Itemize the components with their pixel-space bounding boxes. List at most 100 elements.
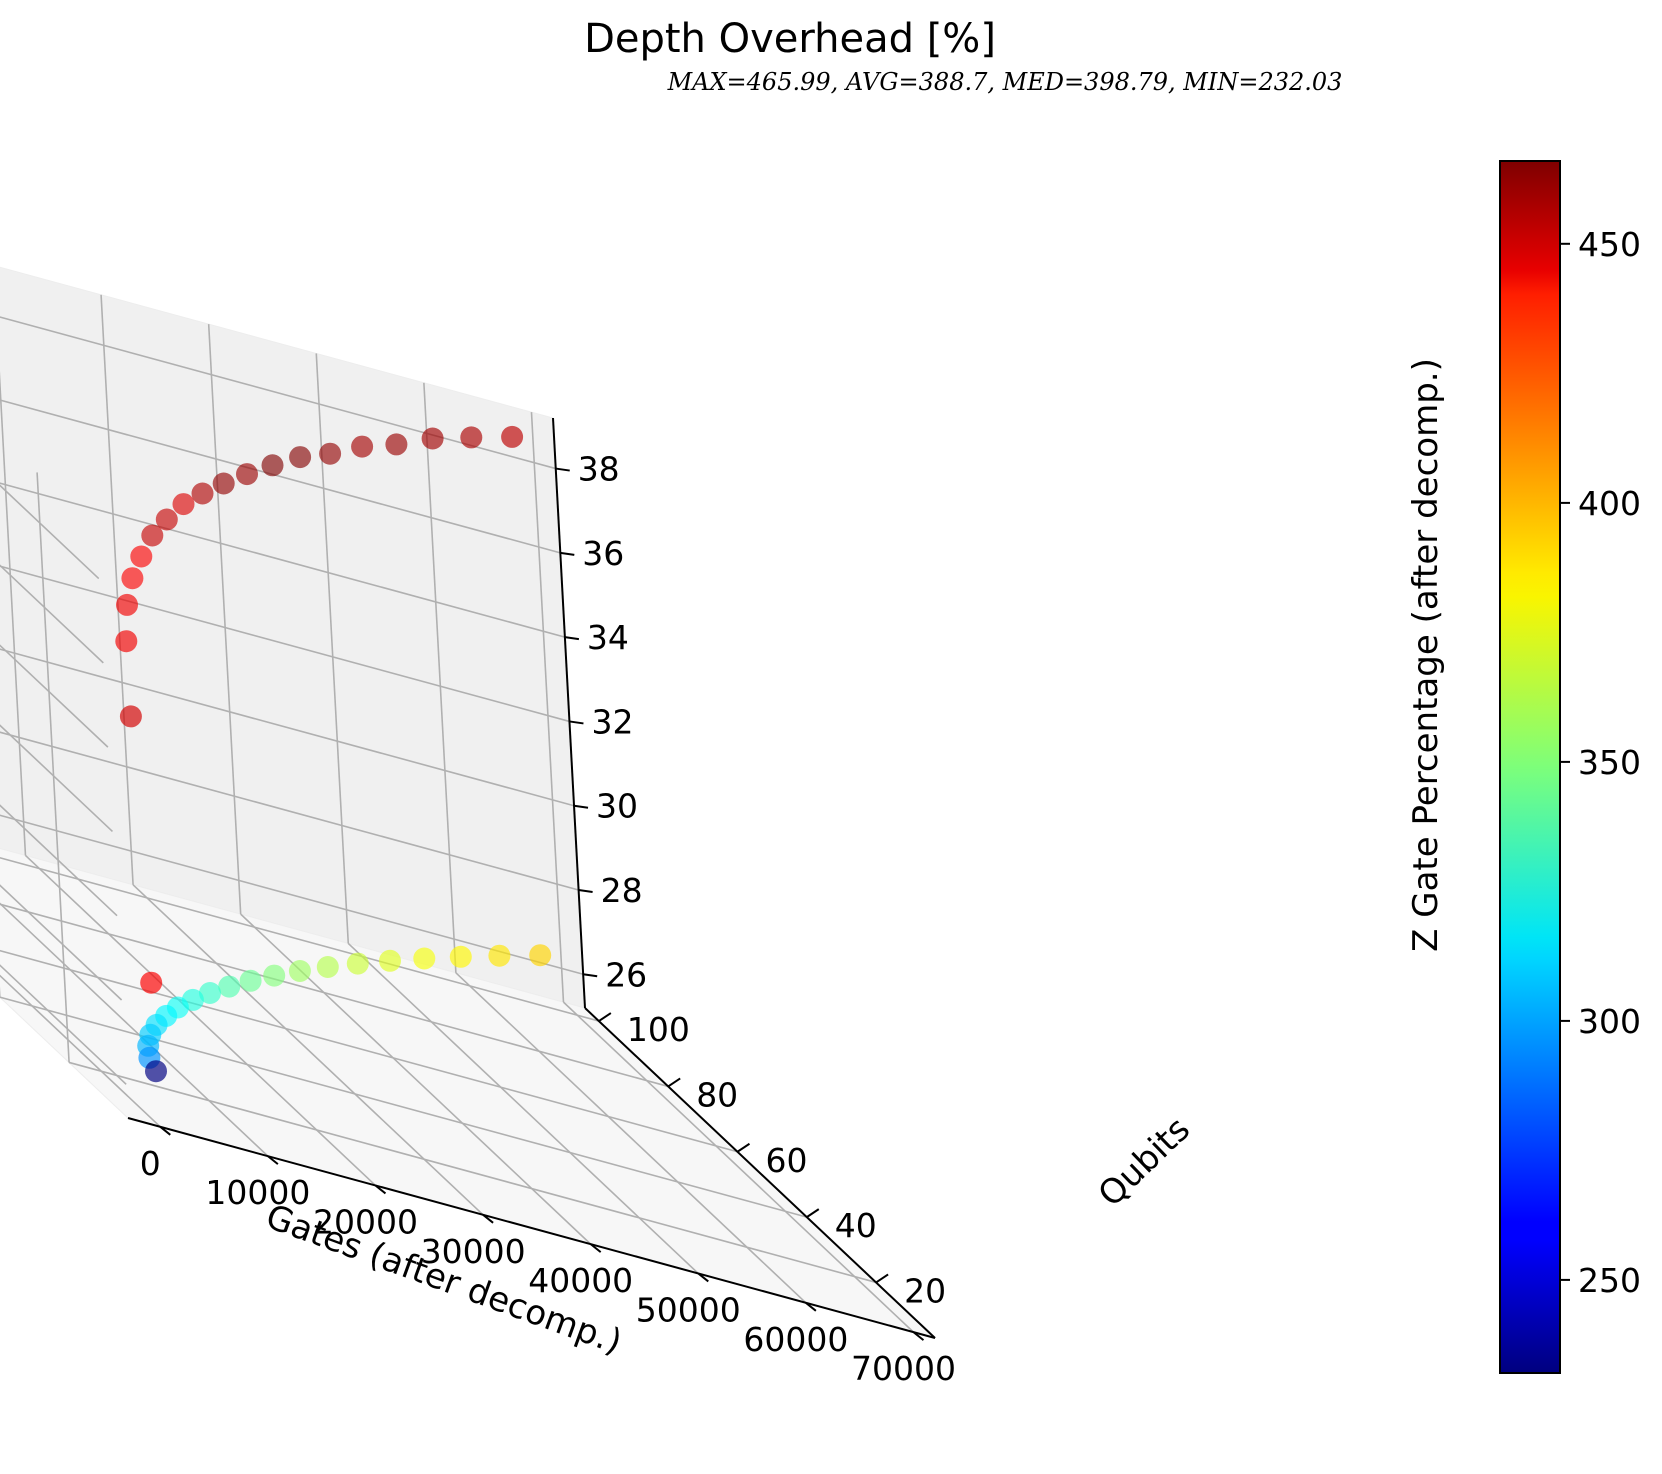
z-tick-mark xyxy=(583,973,598,978)
z-tick-mark xyxy=(555,467,570,472)
data-point xyxy=(449,945,472,968)
x-tick-mark xyxy=(590,1243,602,1253)
x-tick-label: 50000 xyxy=(636,1291,741,1330)
data-point xyxy=(172,493,195,516)
data-point xyxy=(236,463,258,486)
data-point xyxy=(145,1060,167,1083)
y-axis-label: Qubits xyxy=(1091,1109,1198,1214)
gridline xyxy=(207,324,242,915)
y-tick-mark xyxy=(667,1077,681,1088)
data-point xyxy=(261,454,284,477)
z-tick-label: 28 xyxy=(601,871,643,910)
data-point xyxy=(130,545,153,568)
y-tick-label: 80 xyxy=(696,1075,738,1114)
gridline xyxy=(0,316,556,470)
x-tick-label: 70000 xyxy=(851,1349,956,1388)
z-tick-mark xyxy=(573,804,589,809)
colorbar-tick-label: 300 xyxy=(1578,1002,1641,1041)
data-point xyxy=(121,567,144,590)
data-point xyxy=(413,947,436,970)
gridline xyxy=(423,382,457,973)
data-point xyxy=(319,442,342,465)
gridline xyxy=(0,648,575,807)
x-tick-mark xyxy=(805,1302,817,1312)
colorbar-tick-label: 250 xyxy=(1578,1261,1641,1300)
data-point xyxy=(199,982,221,1004)
x-tick-label: 10000 xyxy=(205,1173,310,1212)
gridline xyxy=(0,964,127,1085)
gridline xyxy=(0,996,807,1218)
z-tick-label: 32 xyxy=(592,702,634,741)
gridline xyxy=(0,565,570,723)
data-point xyxy=(191,482,214,505)
x-tick-label: 20000 xyxy=(313,1203,418,1242)
chart-title: Depth Overhead [%] xyxy=(584,16,996,62)
data-point xyxy=(288,960,311,982)
gridline xyxy=(0,724,114,833)
x-tick-mark xyxy=(697,1272,709,1283)
y-tick-label: 60 xyxy=(766,1141,808,1180)
data-point xyxy=(218,975,241,998)
gridline xyxy=(0,564,104,664)
gridline xyxy=(530,412,565,1003)
x-tick-label: 30000 xyxy=(421,1232,526,1271)
z-tick-mark xyxy=(560,551,575,556)
x-axis-line xyxy=(127,1117,936,1339)
y-tick-mark xyxy=(875,1273,889,1284)
data-point xyxy=(379,949,401,972)
z-axis-label: Z Gate Percentage (after decomp.) xyxy=(1406,358,1446,952)
colorbar-tick-label: 350 xyxy=(1578,743,1641,782)
data-point xyxy=(529,944,552,967)
y-tick-mark xyxy=(736,1142,751,1153)
z-tick-mark xyxy=(564,636,580,641)
colorbar-tick-label: 400 xyxy=(1578,484,1641,523)
gridline xyxy=(0,884,123,1001)
z-tick-label: 34 xyxy=(587,618,629,657)
colorbar-tick-label: 450 xyxy=(1578,225,1641,264)
data-point xyxy=(115,630,138,653)
y-tick-mark xyxy=(806,1208,820,1218)
data-point xyxy=(421,427,444,450)
x-tick-mark xyxy=(159,1126,171,1136)
gridline xyxy=(0,484,100,580)
gridline xyxy=(36,472,70,1063)
data-point xyxy=(385,433,408,456)
gridline xyxy=(0,644,109,748)
x-tick-mark xyxy=(374,1184,387,1195)
x-tick-label: 60000 xyxy=(743,1320,848,1359)
data-point xyxy=(119,705,142,728)
z-tick-label: 26 xyxy=(605,955,647,994)
gridline xyxy=(0,814,584,976)
data-point xyxy=(263,964,286,987)
data-point xyxy=(141,524,164,547)
data-point xyxy=(351,435,374,458)
data-point xyxy=(460,426,483,449)
y-tick-mark xyxy=(598,1012,612,1022)
data-point xyxy=(289,446,312,469)
gridline xyxy=(0,804,118,917)
gridline xyxy=(100,294,134,885)
gridline xyxy=(0,399,561,554)
data-point xyxy=(501,425,524,448)
x-tick-label: 0 xyxy=(140,1144,161,1183)
gridline xyxy=(0,949,738,1153)
colorbar: 250 300 350 400 450 xyxy=(1499,160,1641,1374)
data-points xyxy=(115,425,552,1083)
x-tick-label: 40000 xyxy=(528,1261,633,1300)
colorbar-ticks: 250 300 350 400 450 xyxy=(1560,225,1641,1300)
gridline xyxy=(0,370,27,856)
gridline xyxy=(0,731,579,891)
z-tick-label: 30 xyxy=(596,787,638,826)
y-tick-label: 20 xyxy=(904,1272,946,1311)
x-tick-mark xyxy=(482,1214,494,1224)
data-point xyxy=(212,472,235,495)
z-tick-label: 36 xyxy=(582,534,624,573)
x-tick-mark xyxy=(267,1155,279,1165)
colorbar-gradient xyxy=(1499,160,1561,1374)
z-axis-line xyxy=(552,417,586,1009)
z-tick-mark xyxy=(569,720,584,725)
data-point xyxy=(239,969,262,992)
x-tick-mark xyxy=(912,1331,925,1341)
